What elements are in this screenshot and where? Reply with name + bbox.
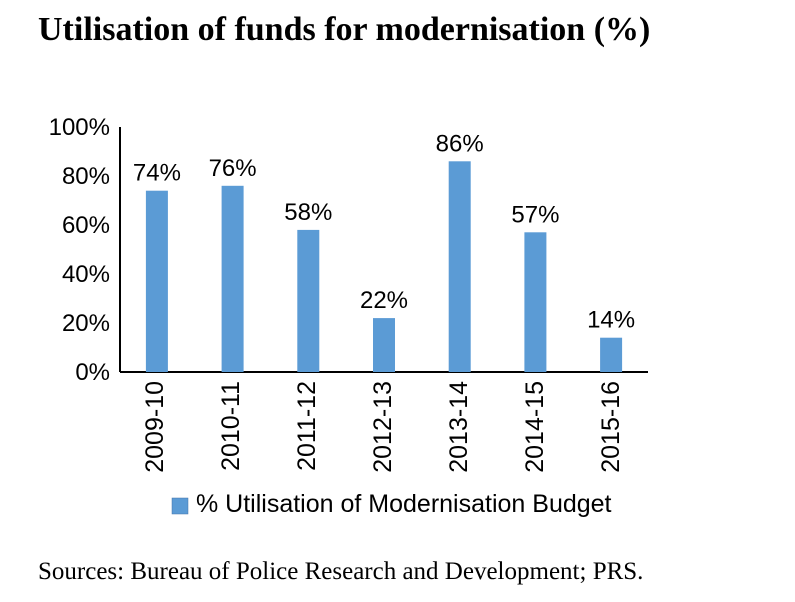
svg-text:2015-16: 2015-16 xyxy=(597,381,625,473)
svg-text:2011-12: 2011-12 xyxy=(293,381,321,471)
svg-text:14%: 14% xyxy=(587,307,635,334)
svg-text:0%: 0% xyxy=(75,359,110,386)
svg-text:2013-14: 2013-14 xyxy=(445,381,473,473)
svg-text:80%: 80% xyxy=(62,163,110,190)
svg-text:2010-11: 2010-11 xyxy=(217,381,245,471)
svg-text:% Utilisation of Modernisation: % Utilisation of Modernisation Budget xyxy=(196,490,612,518)
svg-text:86%: 86% xyxy=(436,130,484,157)
svg-text:20%: 20% xyxy=(62,310,110,337)
svg-text:100%: 100% xyxy=(49,114,110,141)
svg-text:22%: 22% xyxy=(360,287,408,314)
svg-text:2009-10: 2009-10 xyxy=(141,381,169,473)
svg-text:2012-13: 2012-13 xyxy=(369,381,397,473)
svg-text:76%: 76% xyxy=(209,155,257,182)
svg-text:58%: 58% xyxy=(284,199,332,226)
svg-text:57%: 57% xyxy=(511,201,559,228)
svg-text:40%: 40% xyxy=(62,261,110,288)
svg-text:74%: 74% xyxy=(133,160,181,187)
svg-text:2014-15: 2014-15 xyxy=(521,381,549,473)
svg-text:60%: 60% xyxy=(62,212,110,239)
